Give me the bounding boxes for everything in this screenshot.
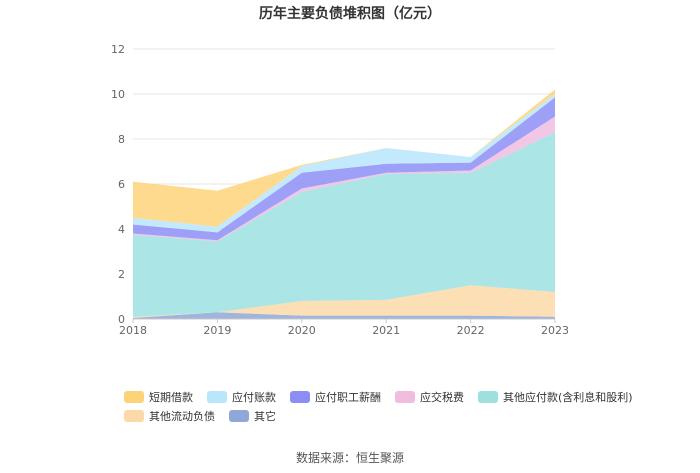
legend-swatch	[229, 410, 249, 422]
legend-swatch	[478, 391, 498, 403]
legend-label: 其他应付款(含利息和股利)	[503, 390, 633, 404]
area-series-应付职工薪酬	[133, 97, 555, 241]
area-series-短期借款	[133, 89, 555, 227]
y-tick-label: 2	[118, 268, 125, 281]
y-tick-label: 4	[118, 223, 125, 236]
legend-swatch	[290, 391, 310, 403]
source-note: 数据来源：恒生聚源	[296, 450, 404, 465]
legend-swatch	[395, 391, 415, 403]
legend-label: 短期借款	[149, 390, 193, 404]
legend-label: 其它	[254, 409, 276, 423]
x-tick-label: 2023	[541, 324, 569, 337]
legend-item[interactable]: 应交税费	[395, 390, 464, 404]
y-tick-label: 12	[111, 43, 125, 56]
x-tick-label: 2018	[119, 324, 147, 337]
legend: 短期借款 应付账款 应付职工薪酬 应交税费 其他应付款(含利息和股利) 其他流动负债 其它	[124, 390, 633, 423]
legend-item[interactable]: 短期借款	[124, 390, 193, 404]
legend-label: 应付账款	[232, 390, 276, 404]
legend-label: 应交税费	[420, 390, 464, 404]
legend-label: 其他流动负债	[149, 409, 215, 423]
legend-item[interactable]: 其他流动负债	[124, 409, 215, 423]
x-tick-label: 2021	[372, 324, 400, 337]
x-tick-label: 2022	[457, 324, 485, 337]
axes: 0 2 4 6 8 10 12 2018 2019 2020 2021 2022 2023	[111, 43, 569, 337]
legend-swatch	[124, 410, 144, 422]
legend-item[interactable]: 其他应付款(含利息和股利)	[478, 390, 633, 404]
y-tick-label: 8	[118, 133, 125, 146]
legend-item[interactable]: 应付职工薪酬	[290, 390, 381, 404]
x-tick-label: 2019	[203, 324, 231, 337]
legend-item[interactable]: 应付账款	[207, 390, 276, 404]
x-tick-label: 2020	[288, 324, 316, 337]
areas	[133, 89, 555, 319]
area-series-应付账款	[133, 94, 555, 233]
legend-swatch	[124, 391, 144, 403]
legend-label: 应付职工薪酬	[315, 390, 381, 404]
chart-title: 历年主要负债堆积图（亿元）	[259, 5, 441, 22]
legend-item[interactable]: 其它	[229, 409, 276, 423]
legend-swatch	[207, 391, 227, 403]
y-tick-label: 6	[118, 178, 125, 191]
area-series-其他流动负债	[133, 285, 555, 318]
y-tick-label: 10	[111, 88, 125, 101]
y-tick-label: 0	[118, 313, 125, 326]
area-series-其他应付款(含利息和股利)	[133, 132, 555, 317]
